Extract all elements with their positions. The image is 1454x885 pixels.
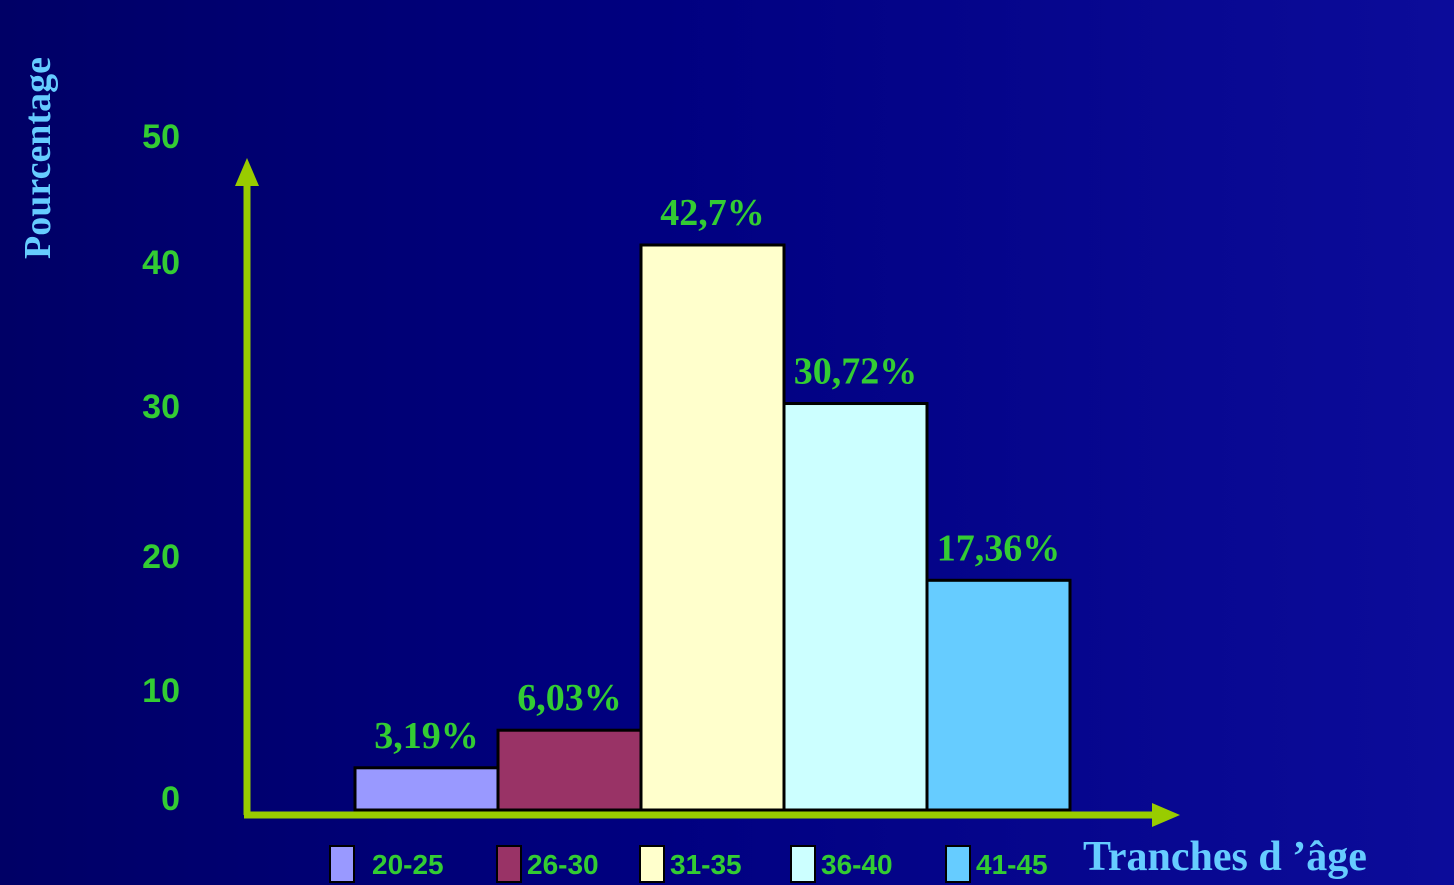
legend-swatch-36-40: [790, 845, 816, 883]
data-label-41-45: 17,36%: [937, 527, 1061, 569]
bar-36-40: [782, 402, 929, 812]
data-label-36-40: 30,72%: [794, 351, 918, 393]
legend-swatch-20-25: [329, 845, 355, 883]
data-label-26-30: 6,03%: [517, 677, 622, 719]
y-tick-label-10: 10: [142, 672, 180, 710]
bar-31-35: [639, 243, 786, 812]
legend-label-36-40: 36-40: [821, 849, 893, 880]
y-tick-label-50: 50: [142, 118, 180, 156]
legend: 20-25 26-30 31-35 36-40 41-45: [329, 845, 1048, 883]
y-tick-label-40: 40: [142, 244, 180, 282]
bar-26-30: [496, 728, 643, 812]
legend-label-26-30: 26-30: [527, 849, 599, 880]
x-axis-arrowhead: [1152, 803, 1180, 827]
data-label-31-35: 42,7%: [660, 192, 765, 234]
legend-label-20-25: 20-25: [372, 849, 444, 880]
y-tick-label-0: 0: [161, 780, 180, 818]
y-tick-label-30: 30: [142, 388, 180, 426]
x-axis-title: Tranches d ’âge: [1083, 834, 1367, 880]
bar-41-45: [925, 578, 1072, 812]
y-axis-title: Pourcentage: [17, 57, 59, 259]
legend-swatch-26-30: [496, 845, 522, 883]
y-axis-ticks: 0 10 20 30 40 50: [142, 118, 180, 818]
legend-label-41-45: 41-45: [976, 849, 1048, 880]
legend-swatch-31-35: [639, 845, 665, 883]
legend-swatch-41-45: [945, 845, 971, 883]
bars: [353, 243, 1072, 812]
legend-label-31-35: 31-35: [670, 849, 742, 880]
y-axis-arrowhead: [235, 158, 259, 186]
y-tick-label-20: 20: [142, 538, 180, 576]
bar-20-25: [353, 766, 500, 812]
axes: [235, 158, 1180, 827]
data-labels: 3,19% 6,03% 42,7% 30,72% 17,36%: [374, 192, 1060, 757]
data-label-20-25: 3,19%: [374, 715, 479, 757]
